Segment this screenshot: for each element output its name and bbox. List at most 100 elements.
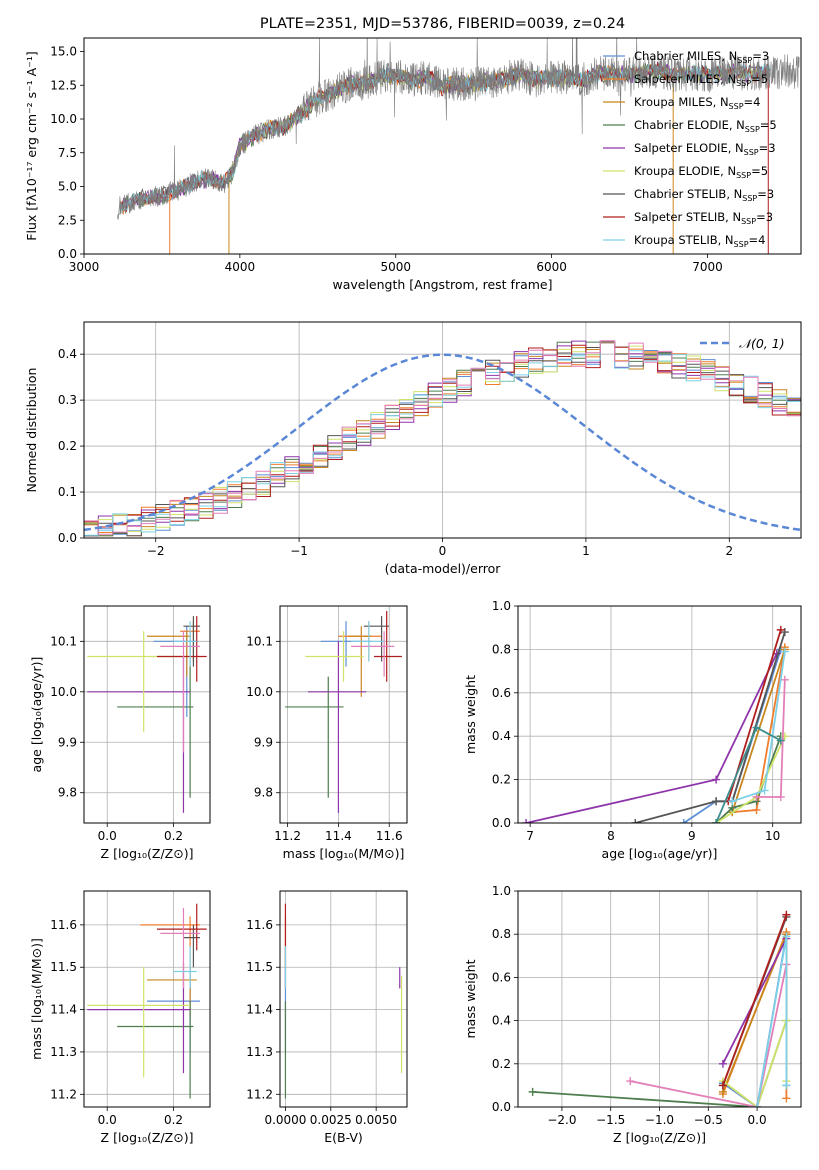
legend-entry: Chabrier ELODIE, NSSP=5: [634, 118, 777, 134]
y-tick-label: 1.0: [492, 884, 511, 898]
legend-label: Chabrier MILES, N: [634, 49, 737, 63]
x-tick-label: 7000: [692, 260, 723, 274]
weight_vs_age-plot-area: [522, 625, 789, 823]
x-tick-label: −1.0: [645, 1113, 674, 1127]
errorbar-point: [183, 924, 201, 968]
legend-n: =3: [757, 187, 774, 201]
errorbar-point: [87, 967, 191, 1078]
residual-histogram: [84, 342, 801, 538]
y-tick-label: 0.3: [58, 393, 77, 407]
weight-point-marker: [780, 675, 789, 684]
weight-point-marker: [776, 625, 785, 634]
legend-label: Salpeter MILES, N: [634, 72, 736, 86]
x-tick-label: 9: [688, 829, 696, 843]
y-axis-label: mass weight: [463, 959, 478, 1038]
y-tick-label: 11.3: [50, 1045, 77, 1059]
x-tick-label: 8: [607, 829, 615, 843]
legend-n: =4: [749, 233, 766, 247]
weight-point-marker: [522, 819, 531, 823]
x-tick-label: 0.2: [164, 829, 183, 843]
weight-series-line: [756, 936, 788, 1107]
y-tick-label: 2.5: [58, 213, 77, 227]
weight-point-marker: [712, 775, 721, 784]
errorbar-point: [351, 631, 395, 677]
legend-label: Kroupa MILES, N: [634, 95, 729, 109]
weight-point-marker: [760, 786, 769, 795]
age_vs_z-plot-area: [87, 616, 207, 813]
axes-frame: [517, 605, 802, 824]
y-tick-label: 11.4: [50, 1003, 77, 1017]
legend-sub: SSP: [745, 125, 760, 134]
weight-point-marker: [752, 723, 761, 732]
x-axis-label: Z [log₁₀(Z/Z⊙)]: [613, 1130, 706, 1145]
legend-entry: Salpeter ELODIE, NSSP=3: [634, 141, 776, 157]
y-tick-label: 9.8: [58, 786, 77, 800]
y-tick-label: 11.6: [246, 918, 273, 932]
legend-entry: 𝒩(0, 1): [739, 336, 785, 351]
weight-point-marker: [718, 1059, 727, 1068]
residual-histogram: [84, 342, 801, 538]
errorbar-point: [351, 621, 385, 662]
errorbar-point: [173, 621, 197, 667]
y-axis-label: mass [log₁₀(M/M⊙)]: [29, 938, 44, 1060]
x-tick-label: 7: [526, 829, 534, 843]
y-tick-label: 0.1: [58, 485, 77, 499]
x-tick-label: 11.2: [274, 829, 301, 843]
weight_vs_z-plot-area: [528, 910, 791, 1107]
weight-point-marker: [782, 932, 791, 941]
axes-frame: [83, 37, 802, 255]
y-tick-label: 15.0: [50, 45, 77, 59]
errorbar-point: [363, 616, 390, 662]
legend-entry: Chabrier STELIB, NSSP=3: [634, 187, 774, 203]
y-tick-label: 0.0: [58, 247, 77, 261]
y-tick-label: 0.2: [492, 1057, 511, 1071]
x-tick-label: −0.5: [694, 1113, 723, 1127]
x-tick-label: 0.2: [164, 1113, 183, 1127]
legend-entry: Salpeter STELIB, NSSP=3: [634, 210, 773, 226]
x-tick-label: 0.0: [98, 829, 117, 843]
x-tick-label: −2: [147, 544, 165, 558]
weight-point-marker: [712, 819, 721, 823]
y-tick-label: 0.0: [492, 816, 511, 830]
y-axis-label: Normed distribution: [24, 368, 39, 493]
legend-label: Kroupa ELODIE, N: [634, 164, 736, 178]
weight-series-line: [630, 964, 788, 1107]
x-axis-label: wavelength [Angstrom, rest frame]: [332, 277, 552, 292]
y-axis-label: mass weight: [463, 675, 478, 754]
legend-n: =5: [751, 164, 768, 178]
x-tick-label: 11.6: [376, 829, 403, 843]
chart-title: PLATE=2351, MJD=53786, FIBERID=0039, z=0…: [260, 16, 625, 32]
y-tick-label: 11.2: [50, 1087, 77, 1101]
errorbar-point: [173, 946, 197, 989]
weight-series-line: [634, 631, 786, 823]
axes-frame: [279, 605, 408, 824]
x-tick-label: 0.0025: [310, 1113, 352, 1127]
x-tick-label: 4000: [225, 260, 256, 274]
x-axis-label: age [log₁₀(age/yr)]: [602, 846, 718, 861]
weight-point-marker: [679, 819, 688, 823]
y-tick-label: 0.8: [492, 642, 511, 656]
x-tick-label: 1: [582, 544, 590, 558]
legend-n: =3: [756, 210, 773, 224]
y-tick-label: 11.4: [246, 1003, 273, 1017]
legend-n: =5: [760, 118, 777, 132]
legend-label: Salpeter ELODIE, N: [634, 141, 744, 155]
legend-sub: SSP: [734, 240, 749, 249]
errorbar-point: [307, 641, 367, 813]
legend-n: =3: [759, 141, 776, 155]
weight-point-marker: [626, 1077, 635, 1086]
residuals-panel: −2 −1 0 1 2 0.0 0.1 0.2 0.3 0.4 (data-model)/error…: [24, 321, 802, 576]
y-tick-label: 10.0: [50, 685, 77, 699]
weight-point-marker: [631, 819, 640, 823]
x-tick-label: 5000: [380, 260, 411, 274]
errorbar-point: [147, 967, 197, 1019]
y-tick-label: 11.2: [246, 1087, 273, 1101]
legend-label: Chabrier ELODIE, N: [634, 118, 745, 132]
y-tick-label: 11.3: [246, 1045, 273, 1059]
legend-sub: SSP: [741, 217, 756, 226]
legend-label: Kroupa STELIB, N: [634, 233, 734, 247]
y-tick-label: 9.9: [254, 735, 273, 749]
residual-histogram: [84, 340, 801, 538]
weight_vs_z-panel: −2.0 −1.5 −1.0 −0.5 0.0 0.0 0.2 0.4 0.6 0.8 1.0 Z […: [463, 884, 802, 1145]
